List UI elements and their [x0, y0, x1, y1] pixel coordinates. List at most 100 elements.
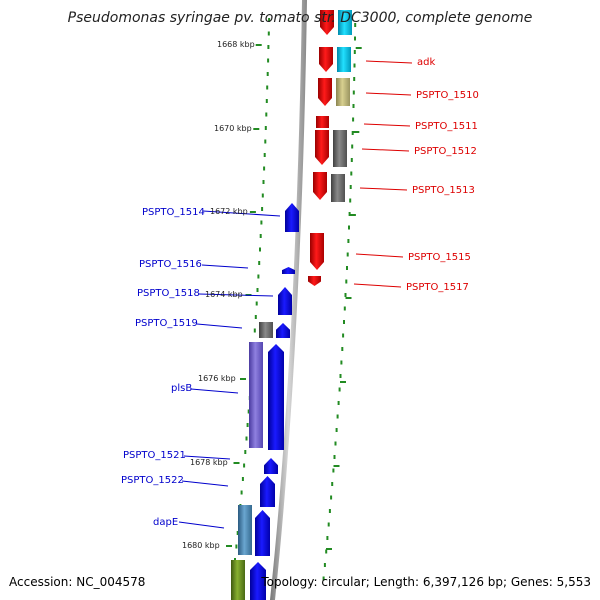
- kbp-label-1676: 1676 kbp: [198, 374, 236, 383]
- tick-mark: [325, 549, 328, 554]
- tick-mark: [330, 495, 333, 500]
- tick-mark: [247, 409, 250, 414]
- gene-arrow-pspto-1515[interactable]: [310, 233, 324, 270]
- gene-arrow-pspto-1512[interactable]: [315, 130, 329, 165]
- gene-label-pspto-1519[interactable]: PSPTO_1519: [135, 318, 198, 329]
- tick-mark: [261, 207, 264, 211]
- tick-mark: [353, 77, 356, 81]
- gene-arrow-pspto-1510[interactable]: [318, 78, 332, 106]
- gene-arrow-cyan[interactable]: [338, 10, 352, 35]
- gene-label-pspto-1510[interactable]: PSPTO_1510: [416, 90, 479, 101]
- major-tick: [249, 211, 256, 213]
- tick-mark: [265, 112, 268, 117]
- major-tick: [226, 545, 232, 547]
- major-tick: [253, 128, 260, 130]
- tick-mark: [341, 347, 344, 351]
- gene-label-pspto-1512[interactable]: PSPTO_1512: [414, 146, 477, 157]
- leader-line: [181, 480, 229, 487]
- gene-label-pspto-1511[interactable]: PSPTO_1511: [415, 121, 478, 132]
- gene-label-pspto-1516[interactable]: PSPTO_1516: [139, 259, 202, 270]
- gene-arrow-gray[interactable]: [259, 322, 273, 338]
- major-tick: [353, 131, 360, 133]
- gene-arrow-pspto-1516[interactable]: [282, 267, 295, 274]
- tick-mark: [241, 477, 244, 481]
- gene-arrow-khaki[interactable]: [336, 78, 350, 106]
- tick-mark: [352, 90, 355, 95]
- gene-arrow-pspto-1519[interactable]: [276, 323, 290, 338]
- tick-mark: [350, 171, 353, 176]
- tick-mark: [348, 212, 351, 216]
- map-title: Pseudomonas syringae pv. tomato str. DC3…: [67, 10, 533, 26]
- major-tick: [349, 214, 356, 216]
- gene-arrow-adk[interactable]: [319, 47, 333, 72]
- gene-arrow-blue[interactable]: [250, 562, 266, 600]
- gene-arrow-pspto-1518[interactable]: [278, 287, 292, 315]
- tick-mark: [243, 463, 246, 468]
- tick-mark: [257, 274, 260, 279]
- tick-mark: [352, 117, 355, 122]
- gene-arrow-steel[interactable]: [238, 505, 252, 555]
- genome-backbone: [270, 0, 307, 600]
- gene-label-dape[interactable]: dapE: [153, 517, 178, 528]
- leader-line: [355, 253, 404, 258]
- major-tick: [255, 44, 262, 46]
- leader-line: [178, 521, 225, 529]
- tick-mark: [343, 306, 346, 311]
- gene-arrow-pspto-1517[interactable]: [308, 276, 321, 286]
- gene-label-pspto-1522[interactable]: PSPTO_1522: [121, 475, 184, 486]
- gene-arrow-red[interactable]: [320, 10, 334, 35]
- tick-mark: [236, 531, 239, 535]
- gene-arrow-pspto-1522[interactable]: [260, 476, 275, 507]
- tick-mark: [333, 455, 336, 459]
- gene-arrow-pspto-1514[interactable]: [285, 203, 299, 232]
- tick-mark: [350, 158, 353, 162]
- gene-arrow-purple[interactable]: [249, 342, 263, 448]
- tick-mark: [263, 153, 266, 157]
- leader-line: [361, 148, 410, 152]
- tick-mark: [353, 50, 356, 54]
- tick-mark: [255, 301, 258, 306]
- gene-arrow-pspto-1511[interactable]: [316, 116, 329, 128]
- gene-label-pspto-1517[interactable]: PSPTO_1517: [406, 282, 469, 293]
- tick-mark: [346, 266, 348, 270]
- gene-label-pspto-1514[interactable]: PSPTO_1514: [142, 207, 205, 218]
- gene-arrow-gray[interactable]: [331, 174, 345, 202]
- gene-arrow-pspto-1521[interactable]: [264, 458, 278, 474]
- tick-mark: [267, 31, 270, 36]
- kbp-label-1674: 1674 kbp: [205, 290, 243, 299]
- leader-line: [183, 455, 231, 460]
- leader-line: [365, 92, 412, 96]
- gene-label-pspto-1521[interactable]: PSPTO_1521: [123, 450, 186, 461]
- gene-label-pspto-1518[interactable]: PSPTO_1518: [137, 288, 200, 299]
- tick-mark: [264, 139, 267, 144]
- major-tick: [326, 548, 332, 550]
- tick-mark: [258, 261, 261, 265]
- gene-arrow-cyan[interactable]: [337, 47, 351, 72]
- gene-arrow-olive[interactable]: [231, 560, 245, 600]
- tick-mark: [254, 315, 257, 319]
- tick-mark: [339, 374, 342, 378]
- gene-label-pspto-1513[interactable]: PSPTO_1513: [412, 185, 475, 196]
- gene-arrow-plsb[interactable]: [268, 344, 284, 450]
- reverse-gene-labels: adk PSPTO_1510 PSPTO_1511 PSPTO_1512 PSP…: [406, 57, 479, 293]
- gene-features: [231, 10, 352, 600]
- gene-label-adk[interactable]: adk: [417, 57, 435, 68]
- kbp-label-1668: 1668 kbp: [217, 40, 255, 49]
- gene-arrow-gray[interactable]: [333, 130, 347, 167]
- tick-mark: [343, 320, 345, 324]
- tick-mark: [267, 45, 270, 49]
- tick-mark: [240, 490, 243, 495]
- kbp-labels: 1668 kbp 1670 kbp 1672 kbp 1674 kbp 1676…: [182, 40, 255, 550]
- tick-mark: [345, 279, 348, 284]
- leader-line: [363, 123, 411, 127]
- tick-mark: [267, 58, 270, 63]
- tick-mark: [352, 104, 355, 108]
- tick-mark: [336, 414, 339, 419]
- gene-label-pspto-1515[interactable]: PSPTO_1515: [408, 252, 471, 263]
- genome-summary-text: Topology: circular; Length: 6,397,126 bp…: [261, 575, 591, 589]
- gene-label-plsb[interactable]: plsB: [171, 383, 192, 394]
- gene-arrow-pspto-1513[interactable]: [313, 172, 327, 200]
- tick-mark: [253, 328, 256, 333]
- gene-arrow-dape[interactable]: [255, 510, 270, 556]
- tick-mark: [349, 198, 352, 203]
